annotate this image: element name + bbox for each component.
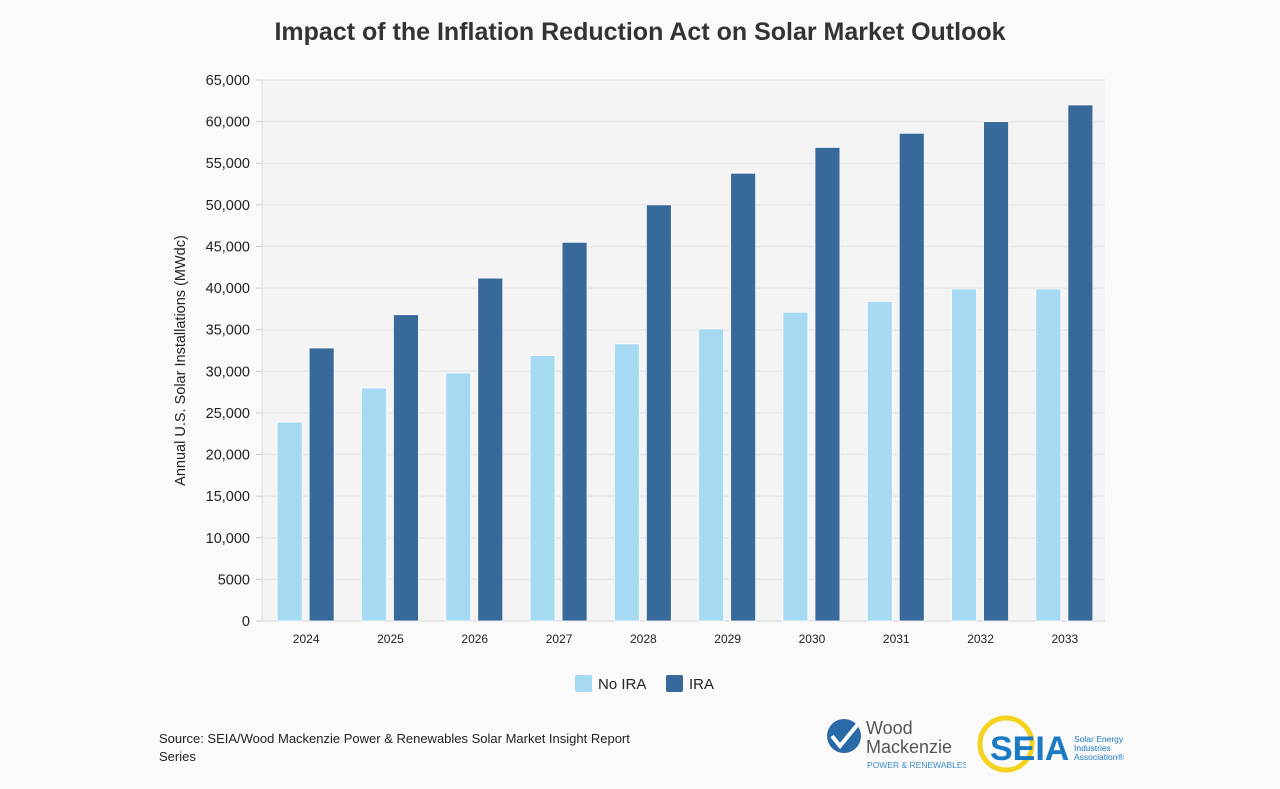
y-tick-label: 20,000: [206, 448, 250, 464]
legend-label: IRA: [689, 676, 714, 693]
x-tick-label: 2032: [967, 632, 994, 646]
y-tick-label: 60,000: [206, 115, 250, 131]
bar-ira: [814, 147, 841, 622]
bar-ira: [477, 277, 504, 622]
y-tick-label: 35,000: [206, 323, 250, 339]
wood-mackenzie-logo: Wood Mackenzie POWER & RENEWABLES: [827, 718, 966, 770]
bar-chart: 0 5000 10,000 15,000 20,000 25,000 30,000 35,00…: [173, 73, 1105, 693]
bar-ira: [730, 172, 757, 622]
chart-title: Impact of the Inflation Reduction Act on…: [274, 18, 1006, 46]
svg-text:Wood: Wood: [866, 718, 913, 738]
y-tick-label: 5000: [218, 572, 250, 588]
bar-no-ira: [951, 288, 977, 622]
legend-swatch: [575, 675, 592, 692]
x-tick-label: 2030: [799, 632, 826, 646]
bar-ira: [1067, 104, 1094, 622]
y-tick-label: 25,000: [206, 406, 250, 422]
bar-ira: [308, 347, 335, 622]
source-note: Source: SEIA/Wood Mackenzie Power & Rene…: [159, 731, 630, 764]
bar-ira: [898, 132, 925, 622]
x-tick-label: 2025: [377, 632, 404, 646]
bar-no-ira: [1035, 288, 1062, 622]
bar-no-ira: [698, 328, 725, 622]
svg-text:Association®: Association®: [1074, 752, 1124, 762]
legend-swatch: [666, 675, 683, 692]
y-tick-label: 55,000: [206, 156, 250, 172]
x-tick-label: 2024: [293, 632, 320, 646]
x-tick-label: 2033: [1051, 632, 1078, 646]
bar-ira: [645, 204, 672, 622]
bar-no-ira: [782, 311, 809, 622]
y-tick-label: 40,000: [206, 281, 250, 297]
bar-no-ira: [613, 343, 640, 622]
x-tick-label: 2029: [714, 632, 741, 646]
bar-ira: [561, 241, 588, 622]
y-tick-label: 10,000: [206, 531, 250, 547]
y-axis-label: Annual U.S. Solar Installations (MWdc): [173, 235, 189, 486]
bar-no-ira: [529, 355, 556, 622]
y-tick-label: 30,000: [206, 364, 250, 380]
svg-text:Mackenzie: Mackenzie: [866, 737, 952, 757]
bar-ira: [393, 314, 419, 622]
y-tick-label: 15,000: [206, 489, 250, 505]
svg-text:SEIA: SEIA: [990, 730, 1069, 768]
y-tick-label: 45,000: [206, 239, 250, 255]
y-tick-label: 0: [242, 614, 250, 630]
y-tick-label: 65,000: [206, 73, 250, 89]
svg-text:POWER & RENEWABLES: POWER & RENEWABLES: [867, 760, 966, 770]
y-tick-label: 50,000: [206, 198, 250, 214]
svg-text:Solar Energy: Solar Energy: [1074, 734, 1124, 744]
bar-no-ira: [445, 372, 472, 622]
legend-label: No IRA: [598, 676, 646, 693]
x-tick-label: 2027: [546, 632, 573, 646]
svg-text:Industries: Industries: [1074, 743, 1111, 753]
seia-logo: SEIA Solar Energy Industries Association…: [977, 715, 1124, 773]
bar-ira: [983, 121, 1009, 622]
bar-no-ira: [276, 421, 303, 622]
plot-area: [262, 80, 1105, 621]
x-tick-label: 2026: [461, 632, 488, 646]
bar-no-ira: [361, 387, 387, 622]
bar-no-ira: [866, 300, 893, 622]
x-tick-label: 2028: [630, 632, 657, 646]
x-tick-label: 2031: [883, 632, 910, 646]
